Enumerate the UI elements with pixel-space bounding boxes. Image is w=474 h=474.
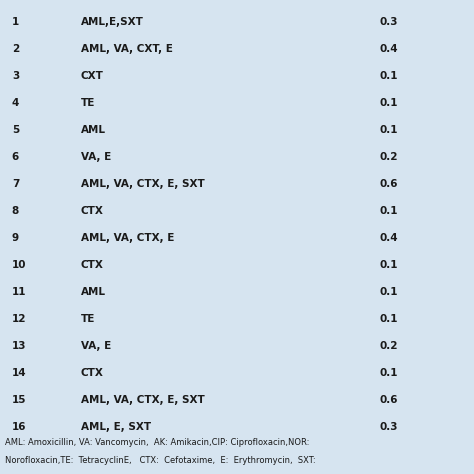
Text: AML,E,SXT: AML,E,SXT	[81, 17, 144, 27]
Text: 6: 6	[12, 152, 19, 162]
Text: AML: AML	[81, 287, 106, 297]
Text: 0.6: 0.6	[379, 395, 398, 405]
Text: 0.2: 0.2	[379, 152, 398, 162]
Text: 8: 8	[12, 206, 19, 216]
Text: AML, VA, CTX, E, SXT: AML, VA, CTX, E, SXT	[81, 179, 204, 189]
Text: 0.1: 0.1	[379, 368, 398, 378]
Text: 3: 3	[12, 71, 19, 81]
Text: 16: 16	[12, 422, 27, 432]
Text: CXT: CXT	[81, 71, 103, 81]
Text: 9: 9	[12, 233, 19, 243]
Text: 14: 14	[12, 368, 27, 378]
Text: 13: 13	[12, 341, 27, 351]
Text: 11: 11	[12, 287, 27, 297]
Text: Norofloxacin,TE:  TetracyclinE,   CTX:  Cefotaxime,  E:  Erythromycin,  SXT:: Norofloxacin,TE: TetracyclinE, CTX: Cefo…	[5, 456, 315, 465]
Text: 0.3: 0.3	[379, 17, 398, 27]
Text: 10: 10	[12, 260, 27, 270]
Text: 0.3: 0.3	[379, 422, 398, 432]
Text: VA, E: VA, E	[81, 152, 111, 162]
Text: 1: 1	[12, 17, 19, 27]
Text: AML: AML	[81, 125, 106, 135]
Text: 0.6: 0.6	[379, 179, 398, 189]
Text: 7: 7	[12, 179, 19, 189]
Text: 15: 15	[12, 395, 27, 405]
Text: TE: TE	[81, 98, 95, 108]
Text: AML, E, SXT: AML, E, SXT	[81, 422, 151, 432]
Text: AML, VA, CTX, E, SXT: AML, VA, CTX, E, SXT	[81, 395, 204, 405]
Text: 0.1: 0.1	[379, 260, 398, 270]
Text: CTX: CTX	[81, 260, 103, 270]
Text: VA, E: VA, E	[81, 341, 111, 351]
Text: 0.1: 0.1	[379, 287, 398, 297]
Text: AML, VA, CXT, E: AML, VA, CXT, E	[81, 44, 173, 54]
Text: 5: 5	[12, 125, 19, 135]
Text: 0.1: 0.1	[379, 314, 398, 324]
Text: CTX: CTX	[81, 206, 103, 216]
Text: 0.4: 0.4	[379, 44, 398, 54]
Text: 0.1: 0.1	[379, 125, 398, 135]
Text: AML, VA, CTX, E: AML, VA, CTX, E	[81, 233, 174, 243]
Text: 4: 4	[12, 98, 19, 108]
Text: 0.1: 0.1	[379, 71, 398, 81]
Text: 2: 2	[12, 44, 19, 54]
Text: CTX: CTX	[81, 368, 103, 378]
Text: AML: Amoxicillin, VA: Vancomycin,  AK: Amikacin,CIP: Ciprofloxacin,NOR:: AML: Amoxicillin, VA: Vancomycin, AK: Am…	[5, 438, 309, 447]
Text: TE: TE	[81, 314, 95, 324]
Text: 0.1: 0.1	[379, 98, 398, 108]
Text: 0.2: 0.2	[379, 341, 398, 351]
Text: 12: 12	[12, 314, 27, 324]
Text: 0.1: 0.1	[379, 206, 398, 216]
Text: 0.4: 0.4	[379, 233, 398, 243]
